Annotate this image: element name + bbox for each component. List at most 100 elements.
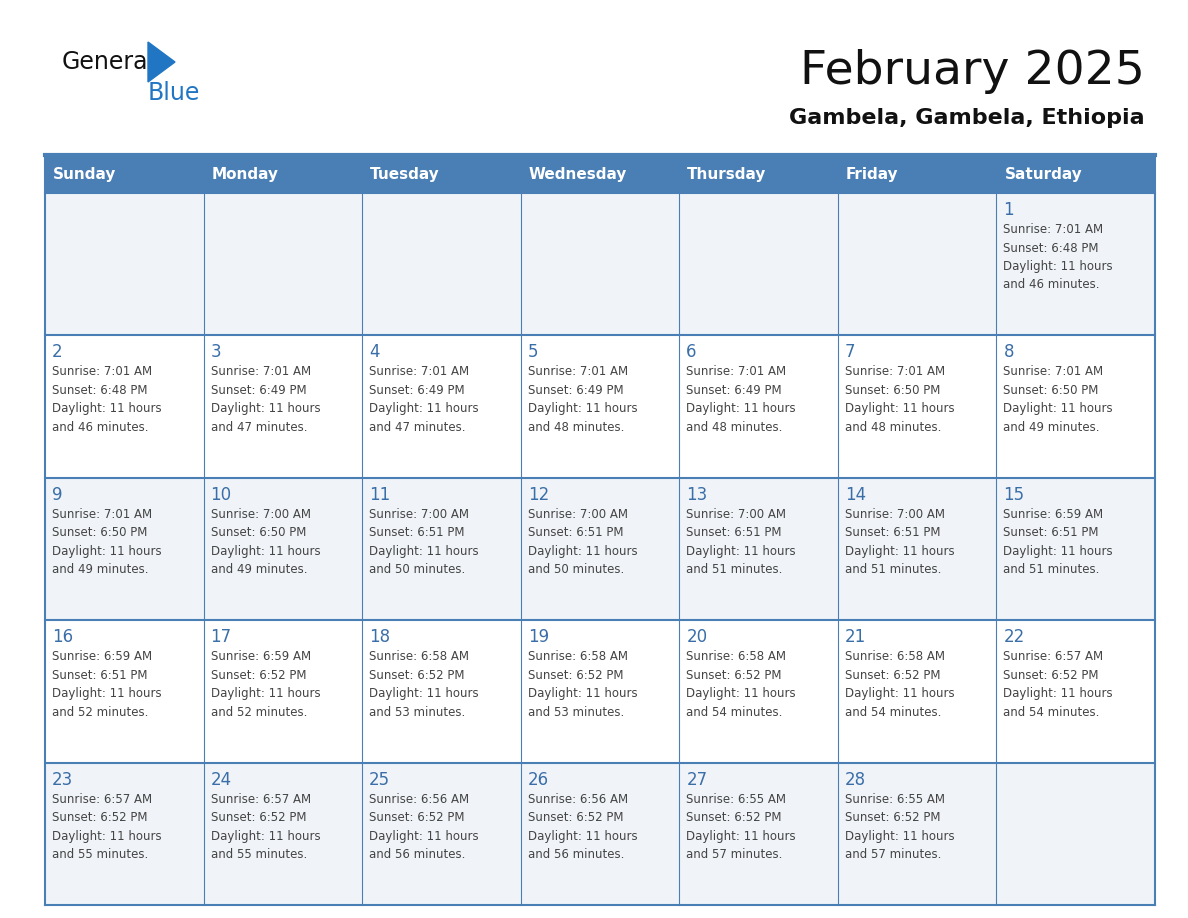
Bar [45, 477, 203, 621]
Text: 14: 14 [845, 486, 866, 504]
Text: 24: 24 [210, 770, 232, 789]
Text: Sunrise: 7:01 AM
Sunset: 6:50 PM
Daylight: 11 hours
and 48 minutes.: Sunrise: 7:01 AM Sunset: 6:50 PM Dayligh… [845, 365, 954, 434]
Text: General: General [62, 50, 156, 74]
Text: Sunrise: 7:01 AM
Sunset: 6:49 PM
Daylight: 11 hours
and 47 minutes.: Sunrise: 7:01 AM Sunset: 6:49 PM Dayligh… [369, 365, 479, 434]
Text: 2: 2 [52, 343, 63, 362]
Text: 12: 12 [527, 486, 549, 504]
Bar [838, 335, 997, 477]
Text: Sunrise: 7:00 AM
Sunset: 6:50 PM
Daylight: 11 hours
and 49 minutes.: Sunrise: 7:00 AM Sunset: 6:50 PM Dayligh… [210, 508, 321, 577]
Bar [362, 193, 520, 335]
Bar [203, 763, 362, 905]
Text: Sunrise: 6:59 AM
Sunset: 6:52 PM
Daylight: 11 hours
and 52 minutes.: Sunrise: 6:59 AM Sunset: 6:52 PM Dayligh… [210, 650, 321, 719]
Text: Sunrise: 6:58 AM
Sunset: 6:52 PM
Daylight: 11 hours
and 53 minutes.: Sunrise: 6:58 AM Sunset: 6:52 PM Dayligh… [369, 650, 479, 719]
Text: Blue: Blue [148, 81, 201, 105]
Bar [362, 763, 520, 905]
Text: 23: 23 [52, 770, 74, 789]
Text: Sunrise: 6:55 AM
Sunset: 6:52 PM
Daylight: 11 hours
and 57 minutes.: Sunrise: 6:55 AM Sunset: 6:52 PM Dayligh… [687, 792, 796, 861]
Bar [45, 763, 203, 905]
Text: Sunrise: 7:00 AM
Sunset: 6:51 PM
Daylight: 11 hours
and 51 minutes.: Sunrise: 7:00 AM Sunset: 6:51 PM Dayligh… [845, 508, 954, 577]
Bar [45, 193, 203, 335]
Bar [997, 335, 1155, 477]
Text: 5: 5 [527, 343, 538, 362]
Bar [203, 193, 362, 335]
Text: Sunrise: 7:01 AM
Sunset: 6:50 PM
Daylight: 11 hours
and 49 minutes.: Sunrise: 7:01 AM Sunset: 6:50 PM Dayligh… [52, 508, 162, 577]
Bar [45, 155, 203, 193]
Bar [520, 155, 680, 193]
Bar [997, 763, 1155, 905]
Text: Sunrise: 7:01 AM
Sunset: 6:48 PM
Daylight: 11 hours
and 46 minutes.: Sunrise: 7:01 AM Sunset: 6:48 PM Dayligh… [1004, 223, 1113, 292]
Text: Sunday: Sunday [53, 166, 116, 182]
Text: Saturday: Saturday [1004, 166, 1082, 182]
Bar [362, 621, 520, 763]
Text: Sunrise: 7:01 AM
Sunset: 6:49 PM
Daylight: 11 hours
and 48 minutes.: Sunrise: 7:01 AM Sunset: 6:49 PM Dayligh… [687, 365, 796, 434]
Bar [362, 477, 520, 621]
Bar [362, 335, 520, 477]
Text: Sunrise: 6:58 AM
Sunset: 6:52 PM
Daylight: 11 hours
and 54 minutes.: Sunrise: 6:58 AM Sunset: 6:52 PM Dayligh… [687, 650, 796, 719]
Text: Sunrise: 6:57 AM
Sunset: 6:52 PM
Daylight: 11 hours
and 55 minutes.: Sunrise: 6:57 AM Sunset: 6:52 PM Dayligh… [52, 792, 162, 861]
Bar [680, 477, 838, 621]
Text: February 2025: February 2025 [801, 50, 1145, 95]
Bar [520, 477, 680, 621]
Text: 28: 28 [845, 770, 866, 789]
Bar [680, 155, 838, 193]
Text: Sunrise: 6:57 AM
Sunset: 6:52 PM
Daylight: 11 hours
and 55 minutes.: Sunrise: 6:57 AM Sunset: 6:52 PM Dayligh… [210, 792, 321, 861]
Text: Sunrise: 7:00 AM
Sunset: 6:51 PM
Daylight: 11 hours
and 51 minutes.: Sunrise: 7:00 AM Sunset: 6:51 PM Dayligh… [687, 508, 796, 577]
Text: 7: 7 [845, 343, 855, 362]
Bar [520, 193, 680, 335]
Text: Tuesday: Tuesday [371, 166, 440, 182]
Text: Sunrise: 6:58 AM
Sunset: 6:52 PM
Daylight: 11 hours
and 53 minutes.: Sunrise: 6:58 AM Sunset: 6:52 PM Dayligh… [527, 650, 637, 719]
Text: 3: 3 [210, 343, 221, 362]
Text: 27: 27 [687, 770, 707, 789]
Text: Sunrise: 6:55 AM
Sunset: 6:52 PM
Daylight: 11 hours
and 57 minutes.: Sunrise: 6:55 AM Sunset: 6:52 PM Dayligh… [845, 792, 954, 861]
Text: 10: 10 [210, 486, 232, 504]
Text: Sunrise: 7:01 AM
Sunset: 6:50 PM
Daylight: 11 hours
and 49 minutes.: Sunrise: 7:01 AM Sunset: 6:50 PM Dayligh… [1004, 365, 1113, 434]
Bar [520, 763, 680, 905]
Text: 13: 13 [687, 486, 708, 504]
Text: Sunrise: 6:59 AM
Sunset: 6:51 PM
Daylight: 11 hours
and 51 minutes.: Sunrise: 6:59 AM Sunset: 6:51 PM Dayligh… [1004, 508, 1113, 577]
Bar [203, 477, 362, 621]
Bar [680, 335, 838, 477]
Text: 21: 21 [845, 628, 866, 646]
Bar [838, 477, 997, 621]
Bar [680, 621, 838, 763]
Polygon shape [148, 42, 175, 82]
Text: 22: 22 [1004, 628, 1025, 646]
Text: Sunrise: 6:56 AM
Sunset: 6:52 PM
Daylight: 11 hours
and 56 minutes.: Sunrise: 6:56 AM Sunset: 6:52 PM Dayligh… [369, 792, 479, 861]
Bar [838, 155, 997, 193]
Text: Sunrise: 7:00 AM
Sunset: 6:51 PM
Daylight: 11 hours
and 50 minutes.: Sunrise: 7:00 AM Sunset: 6:51 PM Dayligh… [369, 508, 479, 577]
Text: Sunrise: 6:58 AM
Sunset: 6:52 PM
Daylight: 11 hours
and 54 minutes.: Sunrise: 6:58 AM Sunset: 6:52 PM Dayligh… [845, 650, 954, 719]
Text: 1: 1 [1004, 201, 1015, 219]
Text: 17: 17 [210, 628, 232, 646]
Bar [362, 155, 520, 193]
Text: 18: 18 [369, 628, 391, 646]
Bar [520, 335, 680, 477]
Text: Sunrise: 6:59 AM
Sunset: 6:51 PM
Daylight: 11 hours
and 52 minutes.: Sunrise: 6:59 AM Sunset: 6:51 PM Dayligh… [52, 650, 162, 719]
Text: 20: 20 [687, 628, 707, 646]
Text: 25: 25 [369, 770, 391, 789]
Bar [997, 477, 1155, 621]
Bar [997, 193, 1155, 335]
Text: Sunrise: 6:56 AM
Sunset: 6:52 PM
Daylight: 11 hours
and 56 minutes.: Sunrise: 6:56 AM Sunset: 6:52 PM Dayligh… [527, 792, 637, 861]
Text: Sunrise: 7:00 AM
Sunset: 6:51 PM
Daylight: 11 hours
and 50 minutes.: Sunrise: 7:00 AM Sunset: 6:51 PM Dayligh… [527, 508, 637, 577]
Bar [838, 763, 997, 905]
Bar [838, 621, 997, 763]
Text: Gambela, Gambela, Ethiopia: Gambela, Gambela, Ethiopia [789, 108, 1145, 128]
Text: 6: 6 [687, 343, 697, 362]
Bar [203, 155, 362, 193]
Text: 11: 11 [369, 486, 391, 504]
Text: Sunrise: 7:01 AM
Sunset: 6:49 PM
Daylight: 11 hours
and 47 minutes.: Sunrise: 7:01 AM Sunset: 6:49 PM Dayligh… [210, 365, 321, 434]
Text: Sunrise: 7:01 AM
Sunset: 6:48 PM
Daylight: 11 hours
and 46 minutes.: Sunrise: 7:01 AM Sunset: 6:48 PM Dayligh… [52, 365, 162, 434]
Bar [45, 335, 203, 477]
Text: Wednesday: Wednesday [529, 166, 627, 182]
Text: Sunrise: 7:01 AM
Sunset: 6:49 PM
Daylight: 11 hours
and 48 minutes.: Sunrise: 7:01 AM Sunset: 6:49 PM Dayligh… [527, 365, 637, 434]
Text: 19: 19 [527, 628, 549, 646]
Bar [838, 193, 997, 335]
Bar [680, 193, 838, 335]
Bar [520, 621, 680, 763]
Bar [203, 621, 362, 763]
Text: 16: 16 [52, 628, 74, 646]
Text: Monday: Monday [211, 166, 278, 182]
Bar [997, 155, 1155, 193]
Text: 26: 26 [527, 770, 549, 789]
Text: Sunrise: 6:57 AM
Sunset: 6:52 PM
Daylight: 11 hours
and 54 minutes.: Sunrise: 6:57 AM Sunset: 6:52 PM Dayligh… [1004, 650, 1113, 719]
